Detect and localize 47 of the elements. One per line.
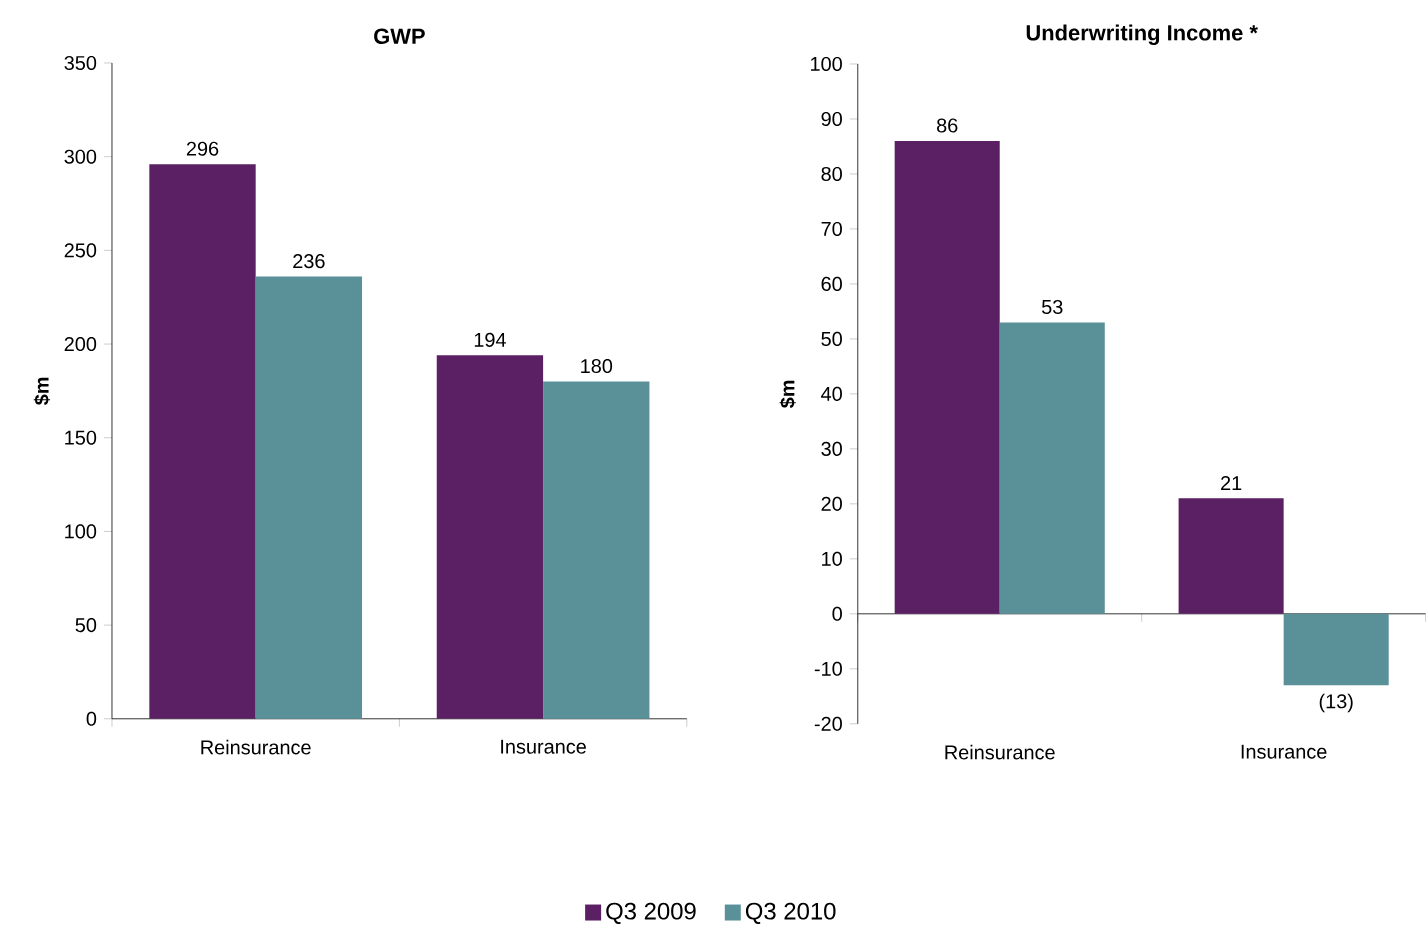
chart-title: GWP [374, 28, 425, 45]
data-label: 180 [581, 359, 613, 374]
y-axis-title: $m [779, 380, 796, 409]
legend-label: Q3 2009 [606, 902, 696, 925]
y-tick-label: 200 [64, 337, 97, 352]
y-tick-label: 10 [822, 551, 842, 567]
y-tick-label: 80 [821, 167, 842, 182]
y-tick-label: 300 [64, 149, 97, 164]
y-tick-label: 70 [821, 222, 842, 237]
y-tick-label: 0 [86, 711, 97, 726]
y-tick-label: 0 [832, 606, 842, 621]
x-tick-label: Insurance [501, 739, 586, 754]
bar [894, 141, 1000, 614]
bar [1178, 498, 1284, 614]
y-tick-label: 40 [821, 386, 842, 402]
data-label: 53 [1041, 300, 1063, 315]
x-tick-label: Reinsurance [945, 744, 1055, 760]
y-tick-label: 150 [65, 430, 97, 445]
y-tick-label: 100 [65, 524, 97, 539]
data-label: 236 [293, 254, 325, 269]
y-tick-label: 50 [75, 618, 97, 633]
bar [436, 355, 544, 719]
y-tick-label: 250 [64, 243, 97, 258]
y-tick-label: -20 [814, 716, 842, 731]
y-tick-label: 100 [811, 57, 842, 72]
chart-title: Underwriting Income * [1026, 24, 1258, 46]
y-axis-title: $m [33, 377, 51, 406]
y-tick-label: 50 [821, 331, 842, 347]
y-tick-label: 350 [64, 56, 97, 71]
y-tick-label: 60 [821, 276, 842, 292]
data-label: 194 [474, 332, 506, 348]
bar [149, 164, 256, 719]
data-label: 296 [186, 141, 219, 156]
data-label: 21 [1221, 476, 1242, 491]
x-tick-label: Insurance [1241, 744, 1327, 759]
bar [255, 276, 363, 719]
y-tick-label: 90 [821, 112, 842, 127]
legend-label: Q3 2010 [745, 902, 836, 925]
x-tick-label: Reinsurance [201, 739, 311, 755]
y-tick-label: -10 [814, 661, 842, 676]
bar [999, 322, 1105, 614]
y-tick-label: 30 [821, 441, 842, 457]
data-label: 86 [937, 118, 958, 133]
bar [543, 381, 650, 719]
y-tick-label: 20 [821, 496, 842, 512]
data-label: (13) [1319, 693, 1353, 713]
bar [1283, 613, 1389, 686]
